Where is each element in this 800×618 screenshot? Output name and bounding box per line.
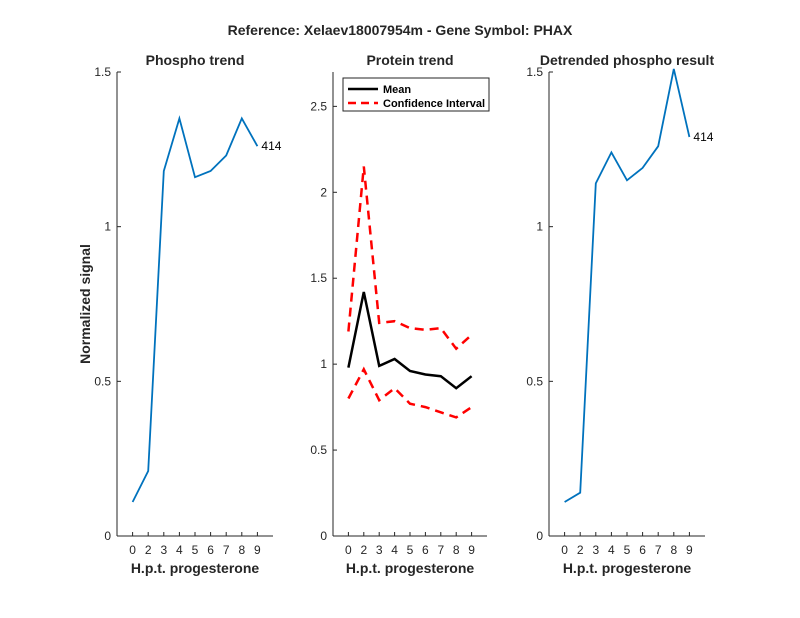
x-tick-label: 8 — [453, 543, 460, 557]
y-tick-label: 2 — [320, 185, 327, 199]
x-tick-label: 0 — [129, 543, 136, 557]
x-tick-label: 9 — [254, 543, 261, 557]
x-tick-label: 9 — [468, 543, 475, 557]
y-tick-label: 1 — [104, 220, 111, 234]
x-tick-label: 6 — [422, 543, 429, 557]
y-tick-label: 0 — [104, 529, 111, 543]
x-tick-label: 5 — [407, 543, 414, 557]
x-tick-label: 7 — [223, 543, 230, 557]
x-tick-label: 5 — [624, 543, 631, 557]
y-tick-label: 1.5 — [526, 65, 543, 79]
x-tick-label: 3 — [592, 543, 599, 557]
x-tick-label: 4 — [391, 543, 398, 557]
x-tick-label: 7 — [655, 543, 662, 557]
y-tick-label: 1 — [536, 220, 543, 234]
series-end-label: 414 — [261, 139, 281, 153]
x-tick-label: 4 — [608, 543, 615, 557]
ci-lower-line — [347, 366, 473, 419]
panel-title: Detrended phospho result — [540, 52, 715, 68]
x-tick-label: 5 — [192, 543, 199, 557]
x-tick-label: 8 — [238, 543, 245, 557]
legend-label-ci: Confidence Interval — [383, 98, 485, 110]
series-end-label: 414 — [693, 130, 713, 144]
x-tick-label: 7 — [437, 543, 444, 557]
figure-title: Reference: Xelaev18007954m - Gene Symbol… — [228, 22, 573, 38]
ci-upper-line — [347, 166, 473, 351]
x-tick-label: 2 — [360, 543, 367, 557]
panel-title: Protein trend — [366, 52, 453, 68]
legend: Mean Confidence Interval — [342, 77, 490, 112]
y-tick-label: 0.5 — [94, 374, 111, 388]
x-tick-label: 0 — [345, 543, 352, 557]
y-tick-label: 0 — [536, 529, 543, 543]
y-tick-label: 0 — [320, 529, 327, 543]
x-axis-label: H.p.t. progesterone — [563, 560, 692, 576]
x-tick-label: 8 — [670, 543, 677, 557]
x-tick-label: 3 — [160, 543, 167, 557]
x-axis-label: H.p.t. progesterone — [346, 560, 475, 576]
x-axis-label: H.p.t. progesterone — [131, 560, 260, 576]
x-tick-label: 9 — [686, 543, 693, 557]
series-line — [131, 115, 259, 503]
series-line — [564, 68, 691, 503]
y-tick-label: 0.5 — [526, 374, 543, 388]
x-tick-label: 6 — [639, 543, 646, 557]
mean-line — [347, 291, 473, 390]
x-tick-label: 6 — [207, 543, 214, 557]
x-tick-label: 3 — [376, 543, 383, 557]
x-tick-label: 2 — [577, 543, 584, 557]
y-tick-label: 1.5 — [94, 65, 111, 79]
legend-label-mean: Mean — [383, 84, 411, 96]
y-tick-label: 1 — [320, 357, 327, 371]
panel-title: Phospho trend — [146, 52, 245, 68]
y-axis-label: Normalized signal — [77, 244, 93, 364]
y-tick-label: 2.5 — [310, 99, 327, 113]
x-tick-label: 0 — [561, 543, 568, 557]
y-tick-label: 1.5 — [310, 271, 327, 285]
x-tick-label: 4 — [176, 543, 183, 557]
y-tick-label: 0.5 — [310, 443, 327, 457]
legend-box — [342, 77, 490, 112]
x-tick-label: 2 — [145, 543, 152, 557]
